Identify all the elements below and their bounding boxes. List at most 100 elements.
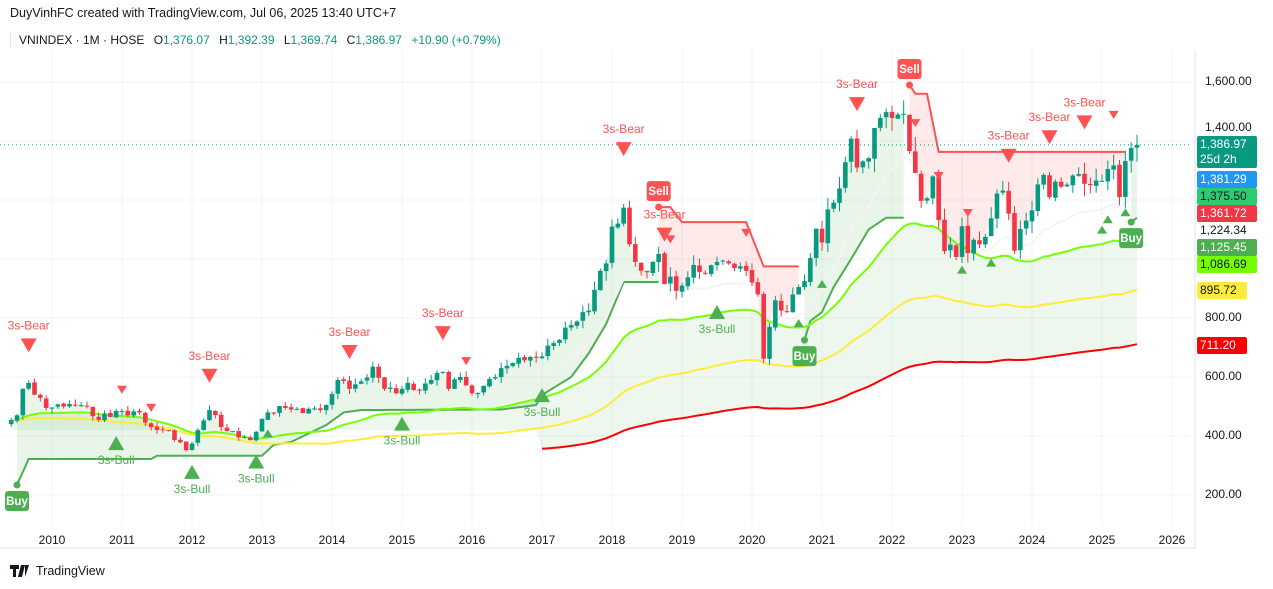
trail-fill-bull — [804, 112, 904, 341]
candle — [108, 412, 113, 417]
candle — [784, 311, 790, 313]
trail-fill-bull — [17, 207, 659, 485]
bear-triangle-icon — [1000, 148, 1017, 163]
candle — [32, 382, 37, 395]
candle — [656, 253, 661, 263]
signal-label: 3s-Bull — [238, 472, 275, 486]
candle — [178, 439, 183, 443]
candle — [370, 366, 376, 378]
candle — [388, 387, 393, 389]
candle — [913, 151, 918, 173]
candle — [259, 418, 265, 432]
price-tag: 1,125.45 — [1197, 239, 1257, 256]
candle — [43, 398, 49, 408]
bull-triangle-icon — [534, 388, 550, 403]
bull-triangle-icon — [957, 265, 967, 274]
bull-triangle-icon — [817, 279, 827, 288]
price-tag-value: 1,224.34 — [1200, 223, 1247, 237]
open-value: 1,376.07 — [163, 33, 210, 47]
candle — [901, 113, 906, 115]
candle — [685, 277, 691, 287]
candle — [930, 176, 936, 199]
signal-anchor-dot — [906, 81, 913, 89]
bull-triangle-icon — [1120, 208, 1131, 217]
candle — [848, 138, 854, 162]
sell-badge — [646, 181, 671, 202]
signal-label: 3s-Bear — [643, 208, 685, 222]
time-axis-label: 2015 — [389, 533, 416, 547]
candle — [1029, 210, 1035, 222]
candle — [866, 158, 871, 162]
candle — [358, 381, 364, 384]
time-axis-label: 2021 — [809, 533, 836, 547]
bear-triangle-icon — [20, 338, 37, 353]
candle — [61, 403, 66, 407]
price-tag-value: 1,361.72 — [1200, 206, 1247, 220]
sell-badge — [897, 58, 922, 79]
candle — [522, 357, 527, 361]
candle — [510, 363, 516, 367]
candle — [650, 261, 656, 273]
candle — [907, 114, 912, 152]
trail-line-bear — [658, 206, 799, 268]
candle — [405, 382, 411, 390]
signal-bear-small — [910, 119, 921, 128]
signal-bull-small — [817, 279, 827, 288]
candle — [504, 365, 510, 369]
candle — [889, 111, 895, 118]
candle — [1134, 144, 1140, 148]
candle — [679, 285, 685, 292]
candle — [918, 173, 924, 201]
open-key: O — [153, 33, 164, 47]
signal-label: 3s-Bull — [98, 453, 135, 467]
candle — [796, 287, 801, 295]
candle — [90, 406, 96, 417]
candle — [154, 426, 160, 431]
signal-label: 3s-Bear — [603, 122, 645, 136]
candle — [347, 380, 352, 389]
bear-triangle-icon — [146, 403, 157, 412]
candle — [160, 429, 166, 431]
signal-label: 3s-Bear — [988, 129, 1030, 143]
low-value: 1,369.74 — [290, 33, 338, 47]
buy-badge — [1119, 228, 1144, 249]
candle — [697, 265, 702, 272]
candle — [248, 437, 253, 441]
time-axis-label: 2019 — [669, 533, 696, 547]
bear-triangle-icon — [1041, 130, 1058, 145]
tradingview-brand[interactable]: TradingView — [10, 564, 105, 578]
candle — [872, 128, 877, 159]
candle — [1099, 180, 1105, 182]
candle — [1128, 148, 1134, 161]
buy-badge — [792, 346, 817, 367]
candle — [825, 209, 831, 244]
candle — [271, 412, 276, 414]
candle — [323, 405, 329, 411]
candle — [551, 343, 556, 346]
signal-bull-small — [957, 265, 967, 274]
signal-anchor-dot — [13, 481, 21, 489]
trail-line-bull — [803, 216, 904, 341]
signal-bear: 3s-Bear — [643, 208, 686, 242]
price-tag: 1,224.34 — [1197, 222, 1257, 239]
candle — [201, 420, 206, 430]
time-axis-label: 2016 — [459, 533, 486, 547]
signal-bull: 3s-Bull — [699, 304, 735, 336]
candle — [230, 431, 236, 433]
candle — [189, 443, 195, 451]
price-tag-value: 1,375.50 — [1200, 189, 1247, 203]
signal-bear: 3s-Bear — [1028, 110, 1071, 145]
symbol-label[interactable]: VNINDEX · 1M · HOSE — [19, 33, 145, 47]
candle — [1053, 181, 1058, 198]
candle — [603, 263, 609, 272]
price-axis-label: 1,400.00 — [1205, 120, 1252, 134]
bear-triangle-icon — [615, 142, 632, 157]
candle — [1018, 228, 1023, 251]
candle — [1000, 190, 1006, 193]
candle — [563, 327, 568, 340]
price-tag: 1,086.69 — [1197, 256, 1257, 273]
bear-triangle-icon — [741, 228, 752, 237]
signal-bear-small — [665, 235, 676, 244]
candle — [673, 276, 679, 291]
